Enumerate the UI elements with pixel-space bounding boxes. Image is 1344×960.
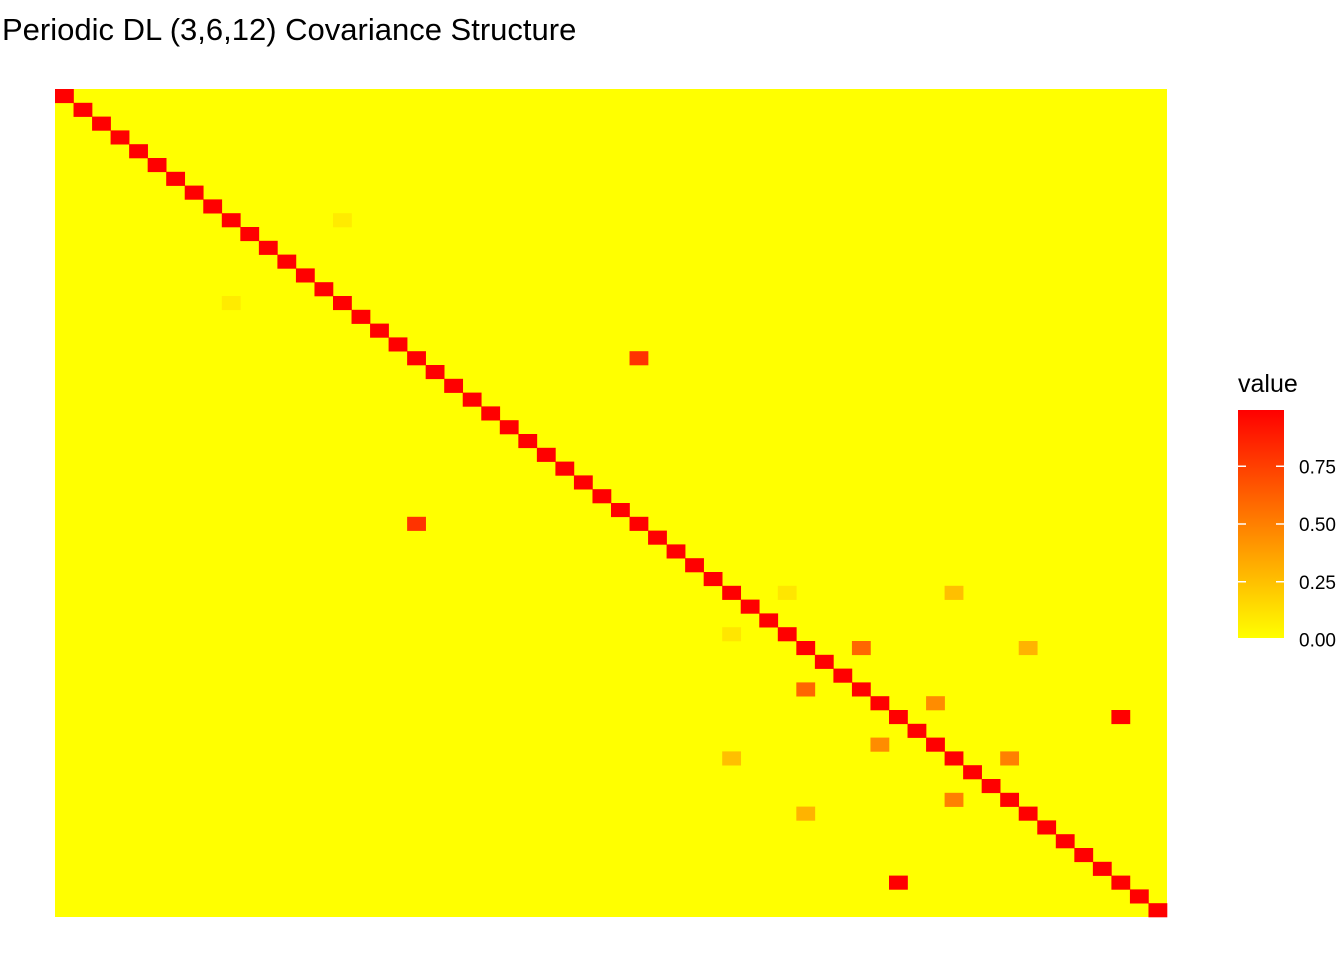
heatmap-cell-diagonal <box>55 89 74 104</box>
heatmap-cell <box>407 516 426 531</box>
heatmap-cell-diagonal <box>870 696 890 711</box>
heatmap-cell <box>722 627 742 642</box>
legend-title: value <box>1238 370 1298 398</box>
heatmap-cell-diagonal <box>481 406 501 421</box>
heatmap-cell-diagonal <box>351 309 371 324</box>
heatmap-cell-diagonal <box>333 296 352 311</box>
heatmap-cell-diagonal <box>277 254 297 269</box>
heatmap-cell-diagonal <box>499 420 519 435</box>
legend-tick-label: 0.25 <box>1299 573 1336 594</box>
heatmap-cell-diagonal <box>703 572 723 587</box>
heatmap-cell-diagonal <box>73 102 93 117</box>
heatmap-cell-diagonal <box>573 475 593 490</box>
legend-tick-label: 0.00 <box>1299 631 1336 652</box>
heatmap-cell <box>944 585 964 600</box>
heatmap-cell-diagonal <box>555 461 575 476</box>
heatmap-cell-diagonal <box>1111 875 1131 890</box>
heatmap-cell <box>851 641 871 656</box>
heatmap-cell-diagonal <box>314 282 334 297</box>
heatmap-cell-diagonal <box>92 116 111 131</box>
heatmap-cell-diagonal <box>722 585 742 600</box>
heatmap-cell-diagonal <box>814 654 834 669</box>
heatmap-cell <box>796 682 816 697</box>
heatmap-cell-diagonal <box>981 779 1001 794</box>
heatmap-cell <box>722 751 742 766</box>
heatmap-cell-diagonal <box>629 516 649 531</box>
heatmap-cell-diagonal <box>685 558 704 573</box>
heatmap-cell-diagonal <box>944 751 964 766</box>
heatmap-cell-diagonal <box>592 489 612 504</box>
heatmap-cell <box>777 585 797 600</box>
heatmap-cell <box>1111 710 1131 725</box>
heatmap-cell-diagonal <box>240 227 260 242</box>
heatmap-cell-diagonal <box>963 765 982 780</box>
heatmap-cell-diagonal <box>1018 806 1038 821</box>
heatmap-cell-diagonal <box>777 627 797 642</box>
heatmap-cell-diagonal <box>221 213 241 228</box>
heatmap-cell-diagonal <box>258 240 278 255</box>
heatmap-cell-diagonal <box>444 378 464 393</box>
heatmap-cell-diagonal <box>518 434 538 449</box>
heatmap-cell <box>944 792 964 807</box>
heatmap-cell-diagonal <box>833 668 853 683</box>
heatmap-cell <box>629 351 649 366</box>
heatmap-cell <box>926 696 945 711</box>
heatmap-cell-diagonal <box>1037 820 1057 835</box>
heatmap-cell <box>1018 641 1038 656</box>
heatmap-cell-diagonal <box>184 185 204 200</box>
heatmap-cell-diagonal <box>1148 903 1168 918</box>
heatmap-cell-diagonal <box>407 351 426 366</box>
legend-tick-label: 0.50 <box>1299 515 1336 536</box>
heatmap-cell <box>889 875 908 890</box>
heatmap-cell-diagonal <box>1129 889 1149 904</box>
heatmap-cell-diagonal <box>147 158 167 173</box>
heatmap-plot-area <box>55 89 1168 918</box>
heatmap-cell <box>1000 751 1020 766</box>
heatmap-cell-diagonal <box>536 447 556 462</box>
heatmap-cell-diagonal <box>889 710 908 725</box>
heatmap-cell-diagonal <box>907 723 927 738</box>
heatmap-cell-diagonal <box>759 613 779 628</box>
heatmap-cell <box>221 296 241 311</box>
heatmap-cell-diagonal <box>648 530 667 545</box>
heatmap-cell-diagonal <box>666 544 686 559</box>
heatmap-cell-diagonal <box>203 199 223 214</box>
heatmap-cell <box>796 806 816 821</box>
heatmap-cell <box>333 213 352 228</box>
heatmap-cell <box>870 737 890 752</box>
heatmap-cell-diagonal <box>370 323 389 338</box>
heatmap-cell-diagonal <box>796 641 816 656</box>
heatmap-cell-diagonal <box>166 171 186 186</box>
chart-title: Periodic DL (3,6,12) Covariance Structur… <box>2 12 576 47</box>
heatmap-cell-diagonal <box>110 130 130 145</box>
heatmap-cell-diagonal <box>740 599 760 614</box>
heatmap-cell-diagonal <box>1092 861 1112 876</box>
heatmap-cell-diagonal <box>851 682 871 697</box>
heatmap-cell-diagonal <box>926 737 945 752</box>
heatmap-cell-diagonal <box>1000 792 1020 807</box>
heatmap-cell-diagonal <box>462 392 482 407</box>
heatmap-cell-diagonal <box>611 503 630 518</box>
heatmap-cell-diagonal <box>295 268 315 283</box>
heatmap-cell-diagonal <box>129 144 148 159</box>
heatmap-cell-diagonal <box>1074 848 1094 863</box>
color-legend: value 0.00 0.25 0.50 0.75 <box>1238 370 1336 652</box>
heatmap-cell-diagonal <box>1055 834 1075 849</box>
heatmap-cell-diagonal <box>425 365 445 380</box>
legend-tick-label: 0.75 <box>1299 457 1336 478</box>
heatmap-cell-diagonal <box>388 337 408 352</box>
